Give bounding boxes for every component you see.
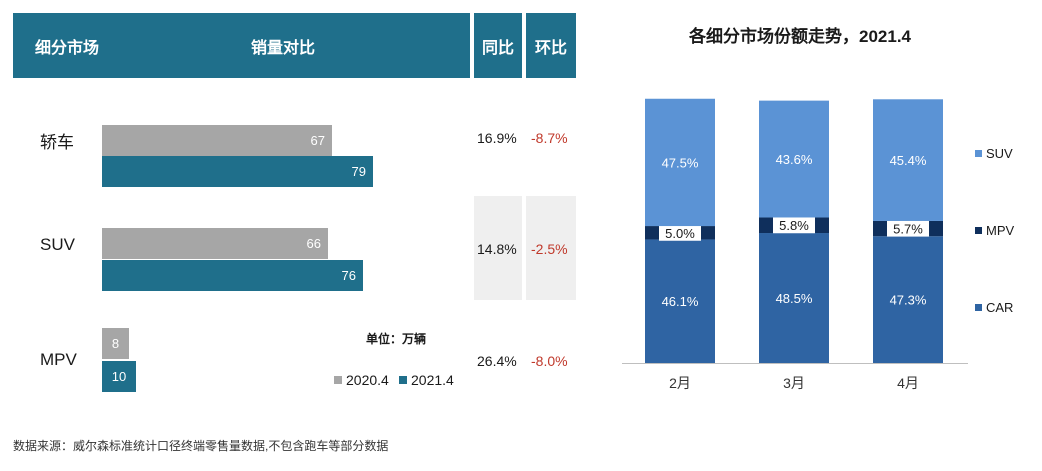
data-label-mpv: 5.8%	[779, 218, 809, 233]
bar-value: 8	[111, 336, 120, 351]
bar-suv-2021: 76	[102, 260, 363, 291]
legend-2021: 2021.4	[399, 372, 454, 388]
legend-swatch-suv	[975, 150, 982, 157]
yoy-band	[474, 196, 522, 300]
unit-label: 单位：万辆	[366, 332, 427, 346]
legend-swatch-2020	[334, 376, 342, 384]
bar-car-2020: 67	[102, 125, 332, 156]
x-tick-label: 2月	[669, 375, 691, 391]
bar-mpv-2020: 8	[102, 328, 129, 359]
data-label-car: 46.1%	[662, 294, 699, 309]
data-source-note: 数据来源：威尔森标准统计口径终端零售量数据,不包含跑车等部分数据	[13, 439, 389, 453]
yoy-mpv: 26.4%	[477, 353, 517, 369]
data-label-suv: 43.6%	[776, 152, 813, 167]
bar-mpv-2021: 10	[102, 361, 136, 392]
header-segment: 细分市场	[35, 39, 100, 57]
legend-suv: SUV	[975, 146, 1013, 161]
chart-title: 各细分市场份额走势，2021.4	[689, 27, 911, 46]
header-yoy: 同比	[474, 13, 522, 78]
yoy-car: 16.9%	[477, 130, 517, 146]
data-label-suv: 45.4%	[890, 153, 927, 168]
data-label-bg	[773, 217, 815, 234]
segment-label-mpv: MPV	[40, 350, 77, 369]
data-label-car: 48.5%	[776, 291, 813, 306]
data-label-mpv: 5.7%	[893, 222, 923, 237]
data-label-car: 47.3%	[890, 293, 927, 308]
segment-label-car: 轿车	[40, 133, 74, 152]
header-comparison: 销量对比	[251, 39, 316, 57]
mom-suv: -2.5%	[531, 241, 568, 257]
legend-label-mpv: MPV	[986, 223, 1015, 238]
data-label-bg	[887, 220, 929, 237]
bar-segment-car-1	[759, 233, 829, 363]
bar-segment-suv-0	[645, 98, 715, 227]
bar-value: 10	[111, 369, 127, 384]
bar-segment-car-0	[645, 239, 715, 363]
mom-car: -8.7%	[531, 130, 568, 146]
bar-segment-suv-1	[759, 100, 829, 218]
bar-segment-car-2	[873, 236, 943, 363]
x-tick-label: 4月	[897, 375, 919, 391]
segment-label-suv: SUV	[40, 235, 75, 254]
legend-label-suv: SUV	[986, 146, 1013, 161]
legend-2020: 2020.4	[334, 372, 389, 388]
mom-band	[526, 196, 576, 300]
legend-label-car: CAR	[986, 300, 1014, 315]
legend-label-2020: 2020.4	[346, 372, 389, 388]
x-tick-label: 3月	[783, 375, 805, 391]
stacked-share-chart: 46.1% 5.0% 47.5% 2月 48.5% 5.8% 43.6% 3月 47.3% 5.7…	[622, 98, 968, 391]
data-label-suv: 47.5%	[662, 155, 699, 170]
legend-swatch-car	[975, 304, 982, 311]
table-header: 细分市场 销量对比	[13, 13, 470, 78]
legend-swatch-2021	[399, 376, 407, 384]
legend-label-2021: 2021.4	[411, 372, 454, 388]
legend-mpv: MPV	[975, 223, 1014, 238]
bar-value: 79	[351, 164, 366, 179]
bar-value: 66	[306, 236, 321, 251]
data-label-bg	[659, 224, 701, 241]
bar-segment-suv-2	[873, 99, 943, 221]
mom-mpv: -8.0%	[531, 353, 568, 369]
legend-swatch-mpv	[975, 227, 982, 234]
bar-suv-2020: 66	[102, 228, 328, 259]
bar-value: 67	[310, 133, 325, 148]
header-mom: 环比	[526, 13, 576, 78]
data-label-mpv: 5.0%	[665, 226, 695, 241]
legend-car: CAR	[975, 300, 1013, 315]
bar-car-2021: 79	[102, 156, 373, 187]
yoy-suv: 14.8%	[477, 241, 517, 257]
bar-value: 76	[341, 268, 356, 283]
